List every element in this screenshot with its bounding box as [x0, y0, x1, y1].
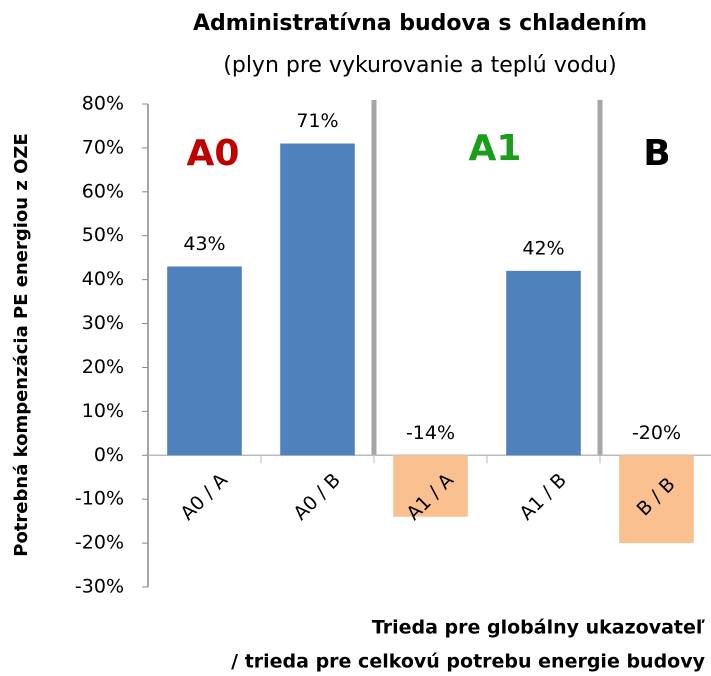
bar	[393, 455, 468, 517]
bar	[167, 266, 242, 456]
y-tick-label: 10%	[82, 400, 124, 422]
x-axis-label: / trieda pre celkovú potrebu energie bud…	[231, 651, 705, 673]
y-tick-label: 0%	[94, 444, 124, 466]
y-axis-label: Potrebná kompenzácia PE energiou z OZE	[11, 133, 32, 557]
y-tick-label: 30%	[82, 312, 124, 334]
bar	[280, 143, 355, 456]
bar	[619, 455, 694, 544]
y-tick-label: 50%	[82, 224, 124, 246]
x-axis-label: Trieda pre globálny ukazovateľ	[372, 617, 706, 639]
x-tick-label: A0 / B	[289, 469, 345, 525]
group-label: A0	[187, 133, 240, 174]
value-label: 42%	[522, 237, 564, 259]
y-tick-label: -30%	[75, 576, 124, 598]
chart-title: Administratívna budova s chladením	[193, 11, 647, 36]
value-label: 43%	[183, 233, 225, 255]
y-tick-label: 40%	[82, 268, 124, 290]
value-label: -14%	[406, 422, 455, 444]
chart-subtitle: (plyn pre vykurovanie a teplú vodu)	[223, 53, 616, 78]
y-tick-label: -10%	[75, 488, 124, 510]
x-tick-label: A1 / B	[515, 469, 571, 525]
group-label: A1	[469, 128, 522, 169]
value-label: -20%	[632, 422, 681, 444]
y-tick-label: -20%	[75, 532, 124, 554]
group-label: B	[643, 133, 670, 174]
bar	[506, 270, 581, 456]
y-tick-label: 60%	[82, 180, 124, 202]
x-tick-label: A0 / A	[176, 469, 232, 525]
y-tick-label: 80%	[82, 93, 124, 115]
y-tick-label: 70%	[82, 136, 124, 158]
value-label: 71%	[296, 110, 338, 132]
y-tick-label: 20%	[82, 356, 124, 378]
